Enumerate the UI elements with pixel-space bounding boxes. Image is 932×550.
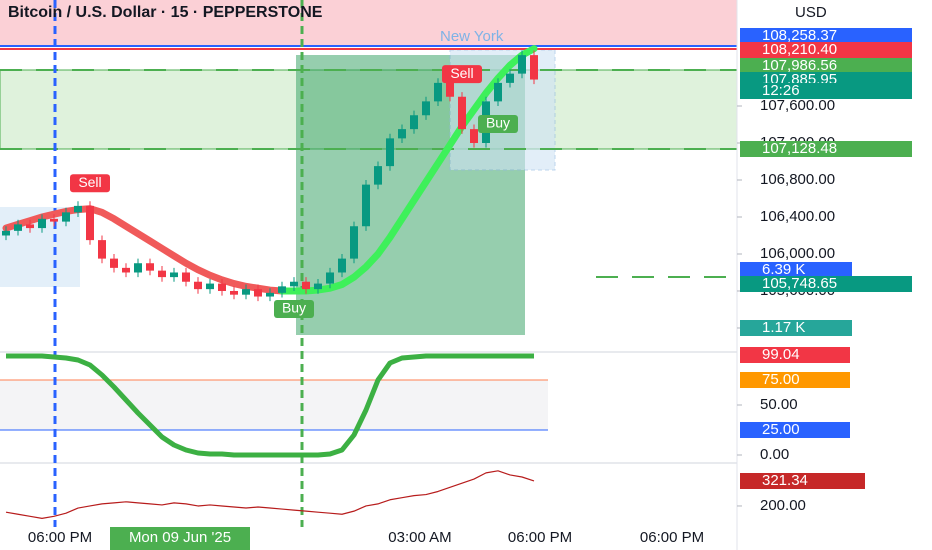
candle-body xyxy=(302,281,310,290)
signal-badge xyxy=(70,174,110,193)
candle-body xyxy=(74,205,82,213)
candle-body xyxy=(218,283,226,291)
signal-label: Sell xyxy=(450,65,473,81)
price-badge-label: 12:26 xyxy=(762,82,800,99)
price-badge-label: 105,748.65 xyxy=(762,275,837,292)
candle-body xyxy=(50,218,58,222)
candle-body xyxy=(530,55,538,80)
y-tick-label: 50.00 xyxy=(760,396,798,413)
price-badge-label: 75.00 xyxy=(762,371,800,388)
candle-body xyxy=(518,55,526,74)
price-badge xyxy=(740,83,912,99)
candle-body xyxy=(494,82,502,102)
signal-label: Buy xyxy=(486,115,510,131)
candle-body xyxy=(86,205,94,241)
price-badge xyxy=(740,320,852,336)
candle-body xyxy=(278,286,286,293)
candle-body xyxy=(242,289,250,295)
price-badge-label: 1.17 K xyxy=(762,319,805,336)
y-tick-label: 107,600.00 xyxy=(760,97,835,114)
oscillator-line xyxy=(6,353,534,458)
price-badge-label: 108,258.37 xyxy=(762,27,837,44)
x-tick-label: 06:00 PM xyxy=(28,529,92,546)
candle-body xyxy=(230,290,238,295)
ma-ribbon xyxy=(278,45,538,295)
candle-body xyxy=(38,218,46,229)
price-badge-label: 99.04 xyxy=(762,346,800,363)
y-tick-label: 106,400.00 xyxy=(760,208,835,225)
price-badge-label: 107,128.48 xyxy=(762,140,837,157)
signal-badge xyxy=(274,299,314,318)
price-badge xyxy=(740,276,912,292)
title: Bitcoin / U.S. Dollar · 15 · PEPPERSTONE xyxy=(8,4,323,21)
candle-body xyxy=(122,267,130,273)
y-tick-label: 106,000.00 xyxy=(760,245,835,262)
candle-body xyxy=(14,224,22,231)
candle-body xyxy=(374,166,382,185)
price-badge-label: 321.34 xyxy=(762,472,808,489)
price-badge-label: 25.00 xyxy=(762,421,800,438)
signal-label: Sell xyxy=(78,174,101,190)
session-label: New York xyxy=(440,28,504,45)
candle-body xyxy=(134,263,142,273)
candle-body xyxy=(338,258,346,273)
price-badge-label: 108,210.40 xyxy=(762,41,837,58)
price-badge xyxy=(740,58,912,74)
ma-ribbon xyxy=(2,205,286,295)
candle-body xyxy=(206,283,214,290)
candle-body xyxy=(362,184,370,227)
price-badge xyxy=(740,473,865,489)
price-badge xyxy=(740,28,912,44)
y-tick-label: 200.00 xyxy=(760,497,806,514)
candle-body xyxy=(434,82,442,102)
candle-body xyxy=(446,82,454,97)
price-badge-label: 6.39 K xyxy=(762,261,805,278)
y-tick-label: 0.00 xyxy=(760,446,789,463)
currency: USD xyxy=(795,4,827,21)
candle-body xyxy=(62,212,70,222)
osc-band xyxy=(0,380,548,430)
candle-body xyxy=(410,115,418,130)
price-badge xyxy=(740,422,850,438)
candle-body xyxy=(290,281,298,287)
y-tick-label: 106,800.00 xyxy=(760,171,835,188)
x-tick-label: 06:00 PM xyxy=(640,529,704,546)
candle-body xyxy=(110,258,118,268)
candle-body xyxy=(182,272,190,282)
price-badge-label: 107,986.56 xyxy=(762,57,837,74)
candle-body xyxy=(506,73,514,83)
x-tick-label: 06:00 PM xyxy=(508,529,572,546)
price-badge xyxy=(740,347,850,363)
candle-body xyxy=(2,230,10,236)
candle-body xyxy=(194,281,202,290)
candle-body xyxy=(350,226,358,259)
candle-body xyxy=(26,224,34,229)
candle-body xyxy=(326,272,334,284)
crosshair-time: Mon 09 Jun '25 xyxy=(129,529,231,546)
candle-body xyxy=(98,240,106,259)
candle-body xyxy=(146,263,154,271)
candle-body xyxy=(170,272,178,278)
price-badge xyxy=(740,141,912,157)
zone-top xyxy=(0,0,737,46)
candle-body xyxy=(422,101,430,116)
price-badge xyxy=(740,42,912,58)
candle-body xyxy=(254,289,262,297)
signal-badge xyxy=(478,114,518,133)
candle-body xyxy=(458,96,466,130)
price-badge xyxy=(740,262,852,278)
candle-body xyxy=(158,270,166,278)
price-badge xyxy=(740,372,850,388)
signal-label: Buy xyxy=(282,300,306,316)
candle-body xyxy=(386,138,394,167)
indicator-line xyxy=(5,470,535,519)
x-tick-label: 03:00 AM xyxy=(388,529,451,546)
candle-body xyxy=(266,292,274,297)
crosshair-time-badge xyxy=(110,527,250,550)
signal-badge xyxy=(442,65,482,84)
candle-body xyxy=(470,129,478,143)
candle-body xyxy=(314,283,322,290)
candle-body xyxy=(398,129,406,139)
